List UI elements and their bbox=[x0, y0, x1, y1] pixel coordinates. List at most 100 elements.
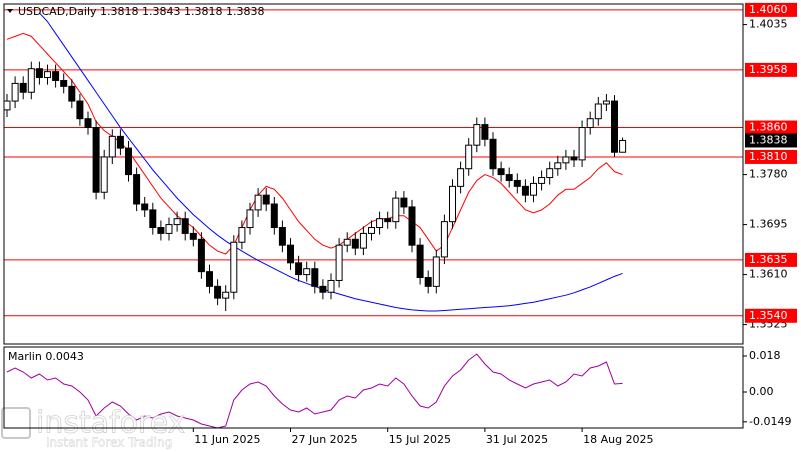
price-tag bbox=[745, 133, 797, 148]
candle-body bbox=[206, 271, 213, 287]
candle-body bbox=[149, 209, 157, 229]
level-tag bbox=[745, 2, 797, 17]
candle-body bbox=[513, 179, 521, 187]
candle-body bbox=[11, 82, 19, 102]
y-tick-label: 1.3610 bbox=[749, 268, 788, 281]
candle-body bbox=[449, 185, 456, 223]
indicator-panel bbox=[3, 346, 744, 429]
x-tick-label: 11 Jun 2025 bbox=[194, 433, 260, 446]
candle-body bbox=[586, 118, 594, 129]
candle-body bbox=[173, 218, 181, 226]
y-tick-label: 1.4035 bbox=[749, 18, 788, 31]
candle-body bbox=[181, 218, 189, 234]
candle-body bbox=[416, 244, 424, 279]
candle-body bbox=[262, 194, 270, 205]
candle-body bbox=[68, 85, 76, 102]
candle-body bbox=[238, 227, 246, 243]
candle-body bbox=[392, 197, 400, 223]
candle-body bbox=[19, 82, 27, 93]
candle-body bbox=[287, 244, 294, 264]
candle-body bbox=[295, 262, 303, 276]
indicator-line bbox=[6, 353, 623, 429]
candle-body bbox=[465, 144, 473, 170]
level-tag bbox=[745, 252, 797, 267]
candle-body bbox=[546, 168, 554, 179]
level-tag bbox=[745, 149, 797, 164]
candle-body bbox=[230, 241, 238, 293]
watermark: instaforex Instant Forex Trading bbox=[1, 405, 186, 450]
moving-average bbox=[6, 32, 623, 255]
candle-body bbox=[570, 156, 578, 161]
price-label: 1.3838 bbox=[749, 133, 788, 146]
level-label: 1.3635 bbox=[749, 253, 788, 266]
candle-body bbox=[197, 238, 205, 273]
candle-body bbox=[343, 238, 351, 246]
candle-body bbox=[92, 127, 100, 193]
candle-body bbox=[562, 156, 570, 164]
candle-body bbox=[319, 285, 327, 293]
candle-body bbox=[351, 238, 359, 249]
candle-body bbox=[189, 232, 197, 240]
candle-body bbox=[521, 185, 529, 196]
y-tick-label: 0.018 bbox=[749, 349, 781, 362]
level-tag bbox=[745, 62, 797, 77]
candle-body bbox=[376, 218, 384, 229]
candle-body bbox=[594, 103, 602, 120]
x-tick-label: 27 Jun 2025 bbox=[292, 433, 358, 446]
candle-body bbox=[44, 71, 51, 79]
candle-body bbox=[530, 182, 537, 196]
watermark-tagline: Instant Forex Trading bbox=[46, 436, 172, 450]
candle-body bbox=[254, 194, 262, 211]
candle-body bbox=[76, 100, 84, 120]
candle-body bbox=[619, 139, 627, 153]
candle-body bbox=[489, 138, 497, 170]
title-marker bbox=[7, 9, 13, 13]
candle-body bbox=[133, 174, 141, 205]
indicator-title: Marlin 0.0043 bbox=[8, 350, 84, 363]
candle-body bbox=[497, 168, 505, 176]
level-label: 1.3958 bbox=[749, 63, 788, 76]
candle-body bbox=[538, 177, 546, 184]
watermark-logo bbox=[1, 407, 31, 439]
level-label: 1.3810 bbox=[749, 150, 788, 163]
candle-body bbox=[384, 218, 392, 223]
candle-body bbox=[602, 100, 610, 105]
main-panel bbox=[3, 3, 744, 345]
candle-body bbox=[505, 174, 513, 181]
level-label: 1.3860 bbox=[749, 121, 788, 134]
candle-body bbox=[157, 227, 165, 234]
candle-body bbox=[303, 268, 311, 276]
candle-body bbox=[125, 147, 132, 176]
level-label: 1.4060 bbox=[749, 3, 788, 16]
candle-body bbox=[457, 168, 465, 187]
candle-body bbox=[554, 162, 562, 170]
candle-body bbox=[108, 135, 116, 158]
candle-body bbox=[611, 100, 618, 153]
level-tag bbox=[745, 120, 797, 135]
candle-body bbox=[359, 232, 367, 249]
candle-body bbox=[52, 71, 60, 81]
candle-body bbox=[424, 277, 432, 287]
candle-body bbox=[60, 79, 68, 87]
y-tick-label: -0.0149 bbox=[749, 415, 791, 428]
y-tick-label: 0.00 bbox=[749, 385, 774, 398]
candle-body bbox=[400, 197, 408, 208]
candle-body bbox=[432, 256, 440, 287]
y-tick-label: 1.3780 bbox=[749, 168, 788, 181]
candle-body bbox=[100, 156, 108, 193]
candle-body bbox=[3, 100, 11, 111]
candle-body bbox=[246, 209, 254, 229]
candle-body bbox=[481, 124, 489, 140]
candle-body bbox=[278, 227, 286, 246]
x-tick-label: 18 Aug 2025 bbox=[583, 433, 653, 446]
chart-title: USDCAD,Daily 1.3818 1.3843 1.3818 1.3838 bbox=[18, 5, 264, 18]
watermark-brand: instaforex bbox=[36, 406, 185, 441]
candle-body bbox=[84, 118, 92, 129]
candle-body bbox=[141, 203, 149, 211]
candle-body bbox=[440, 221, 448, 258]
candle-body bbox=[222, 291, 230, 299]
y-tick-label: 1.3695 bbox=[749, 218, 788, 231]
candle-body bbox=[116, 135, 124, 149]
candle-body bbox=[165, 224, 173, 234]
